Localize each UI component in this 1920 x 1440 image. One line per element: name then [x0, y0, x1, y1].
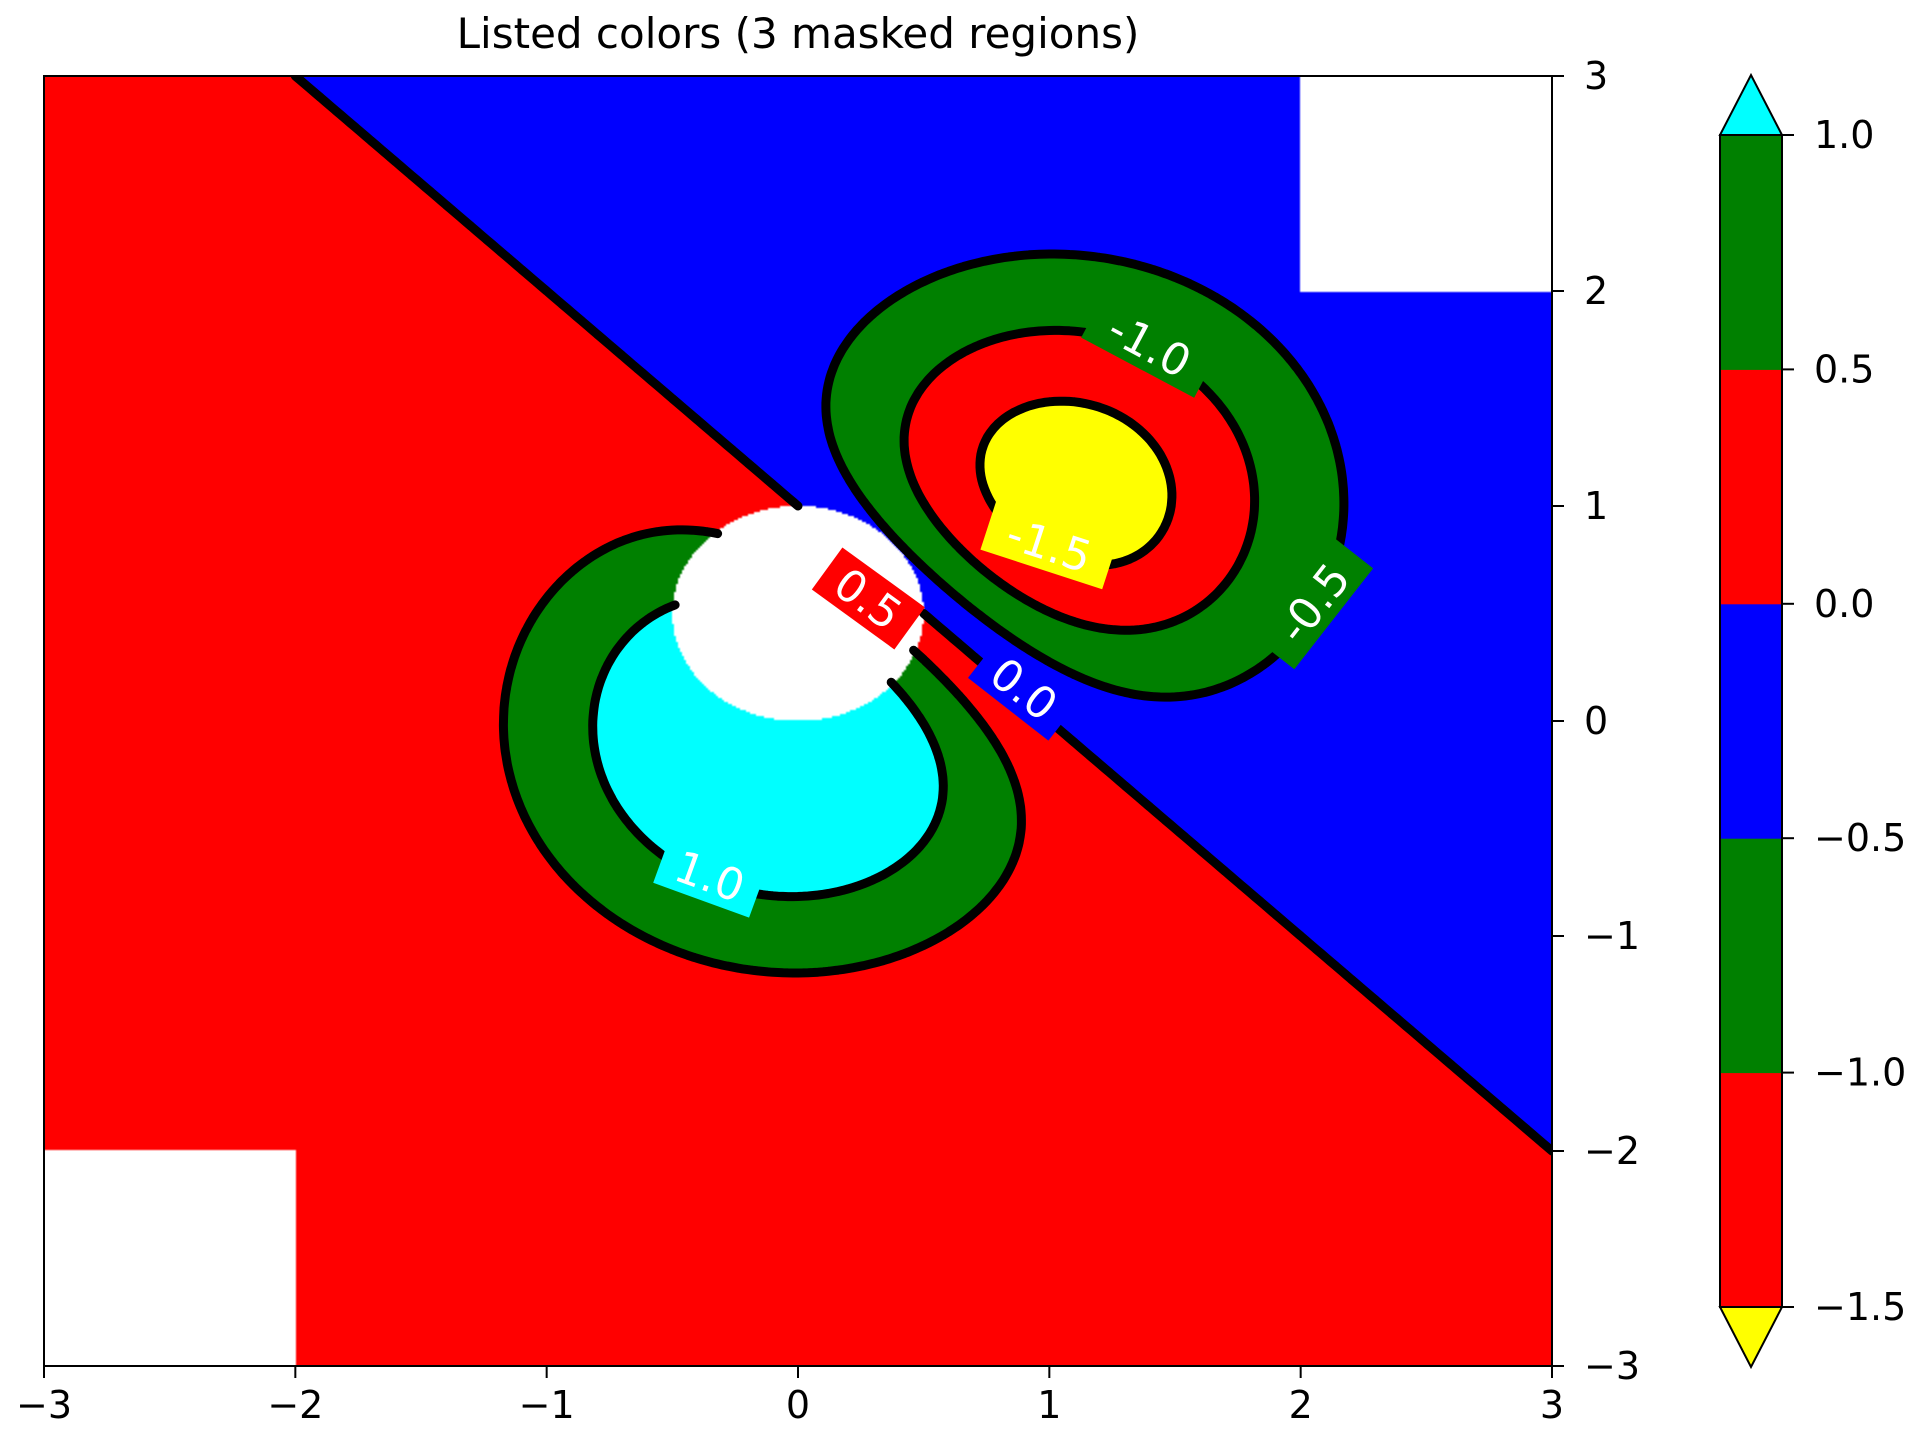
- colorbar-segment: [1720, 369, 1782, 605]
- contour-line: [821, 249, 1349, 702]
- x-tick-label: 1: [1037, 1383, 1061, 1427]
- colorbar: −1.5 −1.0 −0.5 0.0 0.5 1.0: [1718, 72, 1906, 1370]
- colorbar-extend-under: [1718, 1306, 1784, 1370]
- colorbar-segment: [1720, 1072, 1782, 1308]
- x-tick-label: −3: [16, 1383, 72, 1427]
- y-tick-label: −1: [1584, 914, 1640, 958]
- colorbar-segment: [1720, 603, 1782, 839]
- contour-lines: [290, 76, 1552, 1156]
- colorbar-tick-label: −1.0: [1814, 1051, 1906, 1095]
- colorbar-frame: [1719, 134, 1783, 1308]
- colorbar-tick-label: 0.5: [1814, 347, 1874, 391]
- y-axis: −3 −2 −1 0 1 2 3: [1552, 54, 1640, 1388]
- contour-label-gap: [1253, 536, 1374, 670]
- x-tick-label: 2: [1289, 1383, 1313, 1427]
- contour-label-gap: [968, 636, 1081, 741]
- colorbar-tick-label: −0.5: [1814, 816, 1906, 860]
- colorbar-tick-label: −1.5: [1814, 1285, 1906, 1329]
- x-tick-label: 0: [786, 1383, 810, 1427]
- x-tick-label: −2: [267, 1383, 323, 1427]
- x-axis: −3 −2 −1 0 1 2 3: [16, 1366, 1564, 1427]
- contour-line: [498, 525, 1026, 978]
- contour-label-gap: [1081, 291, 1219, 398]
- y-tick-label: 1: [1584, 484, 1608, 528]
- y-tick-label: 2: [1584, 269, 1608, 313]
- colorbar-tick-label: 0.0: [1814, 582, 1874, 626]
- plot-area: 1.00.50.0-0.5-1.0-1.5: [44, 76, 1552, 1366]
- y-tick-label: −2: [1584, 1129, 1640, 1173]
- colorbar-segment: [1720, 838, 1782, 1074]
- contour-labels: 1.00.50.0-0.5-1.0-1.5: [653, 291, 1374, 918]
- y-tick-label: 3: [1584, 54, 1608, 98]
- chart-title: Listed colors (3 masked regions): [457, 9, 1140, 58]
- y-tick-label: 0: [1584, 699, 1608, 743]
- contour-label-gap: [811, 547, 925, 650]
- contour-label-gap: [980, 500, 1119, 590]
- colorbar-extend-over: [1718, 72, 1784, 136]
- colorbar-tick-label: 1.0: [1814, 113, 1874, 157]
- contour-field: [44, 76, 1552, 1366]
- contour-label-gap: [653, 833, 767, 918]
- y-tick-label: −3: [1584, 1344, 1640, 1388]
- colorbar-segment: [1720, 135, 1782, 370]
- x-tick-label: −1: [519, 1383, 575, 1427]
- x-tick-label: 3: [1540, 1383, 1564, 1427]
